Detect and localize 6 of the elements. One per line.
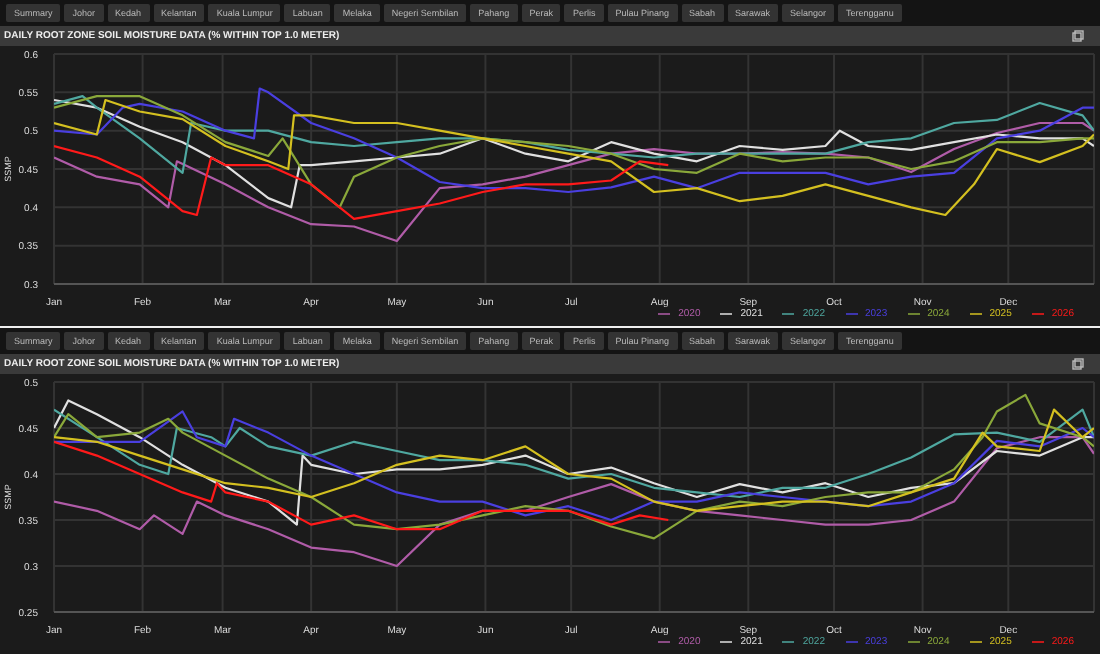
line-series <box>54 87 1094 194</box>
line-series <box>54 95 1094 174</box>
line-series <box>54 144 670 220</box>
line-series <box>54 121 1094 243</box>
line-series <box>54 440 670 531</box>
line-series <box>54 436 1094 568</box>
